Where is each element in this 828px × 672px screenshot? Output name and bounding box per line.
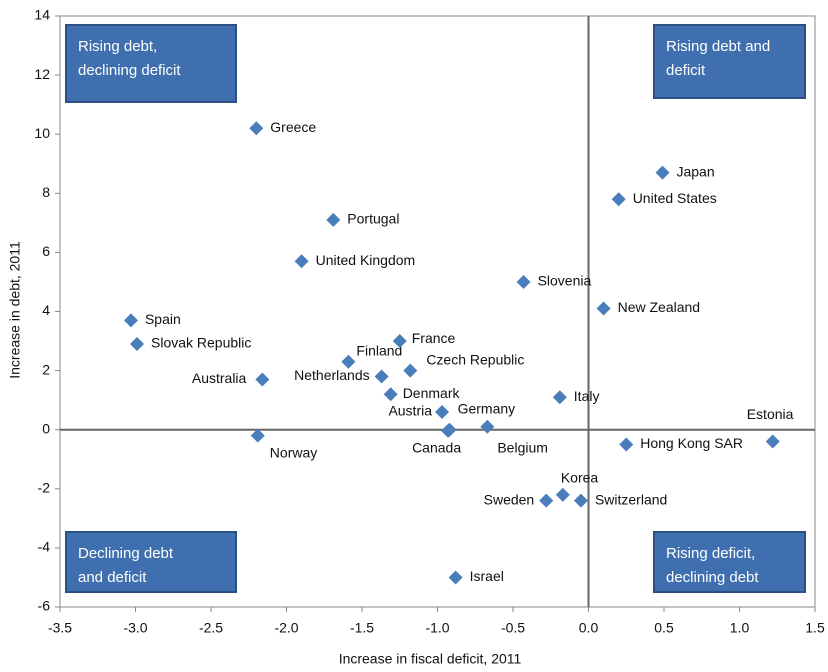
- y-tick-label: 0: [42, 420, 50, 436]
- x-tick-label: -1.5: [350, 620, 374, 636]
- point-label: United Kingdom: [316, 252, 416, 268]
- y-tick-label: 12: [34, 66, 50, 82]
- point-label: United States: [633, 190, 717, 206]
- y-tick-label: 4: [42, 302, 50, 318]
- point-label: Estonia: [747, 406, 794, 422]
- point-label: Korea: [561, 469, 599, 485]
- point-label: Canada: [412, 440, 461, 456]
- quadrant-label: Declining debt: [78, 545, 174, 562]
- point-label: Netherlands: [294, 367, 370, 383]
- point: [130, 337, 145, 352]
- point-label: Spain: [145, 311, 181, 327]
- point-label: Israel: [470, 568, 504, 584]
- point-label: Switzerland: [595, 491, 667, 507]
- point: [392, 334, 407, 349]
- quadrant-box: [653, 24, 806, 99]
- point-label: Slovak Republic: [151, 335, 251, 351]
- y-tick-label: -2: [38, 480, 51, 496]
- x-tick-label: -2.0: [274, 620, 298, 636]
- point-label: Hong Kong SAR: [640, 435, 743, 451]
- quadrant-label: declining deficit: [78, 62, 181, 79]
- quadrant-box: [653, 531, 806, 593]
- point: [573, 493, 588, 508]
- x-axis-title: Increase in fiscal deficit, 2011: [339, 651, 522, 667]
- quadrant-label: Rising debt and: [666, 38, 770, 55]
- quadrant-label: and deficit: [78, 569, 147, 586]
- point-label: Slovenia: [538, 273, 592, 289]
- point: [596, 301, 611, 316]
- point: [249, 121, 264, 136]
- point-label: Finland: [356, 342, 402, 358]
- y-axis-title: Increase in debt, 2011: [7, 241, 23, 379]
- quadrant-label: Rising deficit,: [666, 545, 755, 562]
- point-label: Austria: [388, 403, 432, 419]
- point-label: Greece: [270, 119, 316, 135]
- point: [374, 369, 389, 384]
- quadrant-label: declining debt: [666, 569, 759, 586]
- point: [448, 570, 463, 585]
- point: [294, 254, 309, 269]
- point-label: New Zealand: [618, 299, 701, 315]
- point: [516, 274, 531, 289]
- point: [383, 387, 398, 402]
- y-tick-label: 10: [34, 125, 50, 141]
- x-tick-label: 0.5: [654, 620, 674, 636]
- point: [326, 212, 341, 227]
- point-label: Sweden: [484, 491, 535, 507]
- point-label: France: [412, 330, 456, 346]
- point-label: Czech Republic: [426, 351, 524, 367]
- point-label: Germany: [458, 400, 516, 416]
- quadrant-box: [65, 531, 237, 593]
- point: [552, 390, 567, 405]
- point: [441, 423, 456, 438]
- x-tick-label: -0.5: [501, 620, 525, 636]
- x-tick-label: -3.5: [48, 620, 72, 636]
- point-label: Japan: [676, 163, 714, 179]
- y-tick-label: -6: [38, 598, 51, 614]
- point: [619, 437, 634, 452]
- point: [480, 419, 495, 434]
- quadrant-label: Rising debt,: [78, 38, 157, 55]
- y-tick-label: 6: [42, 243, 50, 259]
- x-tick-label: 1.0: [730, 620, 750, 636]
- point: [655, 165, 670, 180]
- x-tick-label: -1.0: [425, 620, 449, 636]
- point-label: Australia: [192, 370, 247, 386]
- y-tick-label: 8: [42, 184, 50, 200]
- x-tick-label: -2.5: [199, 620, 223, 636]
- point: [255, 372, 270, 387]
- quadrant-box: [65, 24, 237, 103]
- point: [765, 434, 780, 449]
- point: [403, 363, 418, 378]
- point: [555, 487, 570, 502]
- point-label: Italy: [574, 388, 600, 404]
- y-tick-label: -4: [38, 539, 51, 555]
- point: [539, 493, 554, 508]
- point-label: Denmark: [403, 385, 461, 401]
- point-label: Belgium: [497, 439, 548, 455]
- point: [250, 428, 265, 443]
- point: [123, 313, 138, 328]
- point: [341, 354, 356, 369]
- x-tick-label: 1.5: [805, 620, 825, 636]
- point: [435, 404, 450, 419]
- y-tick-label: 2: [42, 361, 50, 377]
- point: [611, 192, 626, 207]
- x-tick-label: -3.0: [123, 620, 147, 636]
- y-tick-label: 14: [34, 7, 50, 23]
- x-tick-label: 0.0: [579, 620, 599, 636]
- quadrant-label: deficit: [666, 62, 706, 79]
- point-label: Norway: [270, 444, 317, 460]
- point-label: Portugal: [347, 211, 399, 227]
